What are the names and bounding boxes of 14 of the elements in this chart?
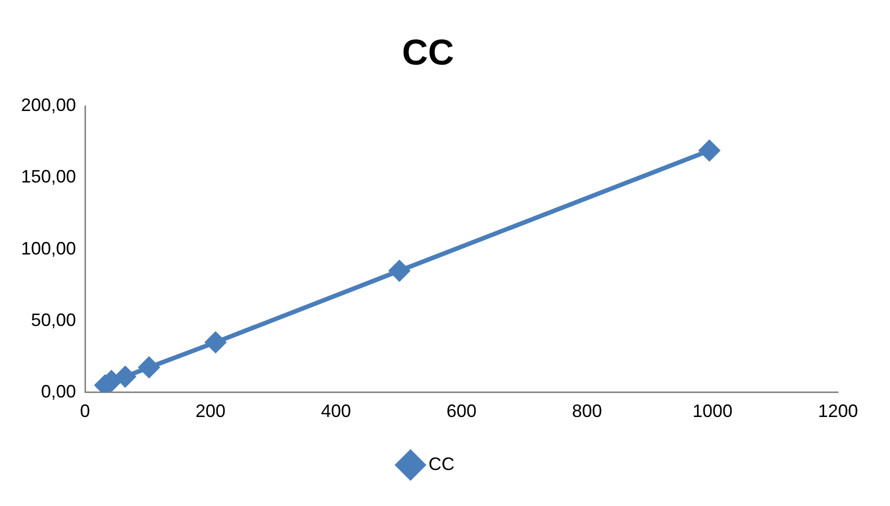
- x-tick-label: 1200: [818, 401, 858, 422]
- x-tick-label: 0: [80, 401, 90, 422]
- legend-label: CC: [428, 454, 454, 474]
- y-tick-label: 0,00: [41, 381, 76, 402]
- x-tick-label: 400: [321, 401, 352, 422]
- x-tick-label: 800: [572, 401, 602, 422]
- y-tick-label: 50,00: [31, 310, 76, 330]
- x-tick-label: 200: [196, 401, 226, 422]
- x-tick-label: 1000: [692, 401, 733, 422]
- y-tick-label: 200,00: [20, 95, 76, 116]
- x-tick-label: 600: [446, 401, 477, 422]
- chart-title: CC: [402, 32, 454, 73]
- y-tick-label: 150,00: [20, 166, 76, 187]
- y-tick-label: 100,00: [20, 238, 76, 258]
